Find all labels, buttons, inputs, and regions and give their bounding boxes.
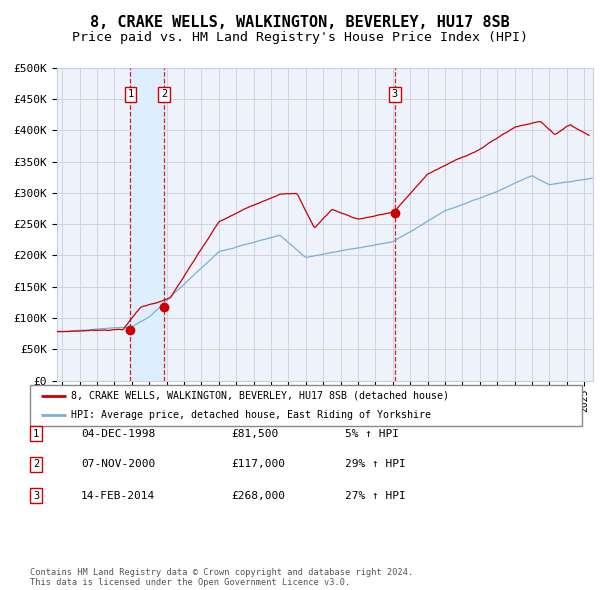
Text: 14-FEB-2014: 14-FEB-2014 <box>81 491 155 500</box>
Text: 27% ↑ HPI: 27% ↑ HPI <box>345 491 406 500</box>
Text: Price paid vs. HM Land Registry's House Price Index (HPI): Price paid vs. HM Land Registry's House … <box>72 31 528 44</box>
Text: 3: 3 <box>33 491 39 500</box>
Text: 5% ↑ HPI: 5% ↑ HPI <box>345 429 399 438</box>
Text: 1: 1 <box>127 90 134 100</box>
Text: 3: 3 <box>392 90 398 100</box>
Bar <box>130 68 164 381</box>
Text: Contains HM Land Registry data © Crown copyright and database right 2024.
This d: Contains HM Land Registry data © Crown c… <box>30 568 413 587</box>
Text: 2: 2 <box>33 460 39 469</box>
Text: 1: 1 <box>33 429 39 438</box>
Text: 2: 2 <box>161 90 167 100</box>
Text: £81,500: £81,500 <box>231 429 278 438</box>
Text: £117,000: £117,000 <box>231 460 285 469</box>
FancyBboxPatch shape <box>30 385 582 426</box>
Text: 8, CRAKE WELLS, WALKINGTON, BEVERLEY, HU17 8SB: 8, CRAKE WELLS, WALKINGTON, BEVERLEY, HU… <box>90 15 510 30</box>
Text: 07-NOV-2000: 07-NOV-2000 <box>81 460 155 469</box>
Text: 04-DEC-1998: 04-DEC-1998 <box>81 429 155 438</box>
Text: 8, CRAKE WELLS, WALKINGTON, BEVERLEY, HU17 8SB (detached house): 8, CRAKE WELLS, WALKINGTON, BEVERLEY, HU… <box>71 391 449 401</box>
Text: £268,000: £268,000 <box>231 491 285 500</box>
Text: 29% ↑ HPI: 29% ↑ HPI <box>345 460 406 469</box>
Text: HPI: Average price, detached house, East Riding of Yorkshire: HPI: Average price, detached house, East… <box>71 410 431 420</box>
